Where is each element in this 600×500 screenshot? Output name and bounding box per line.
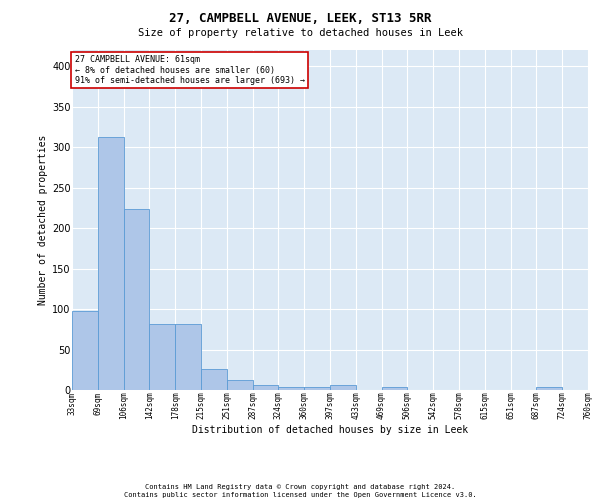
Bar — [278, 387, 304, 390]
Bar — [72, 310, 98, 390]
Bar — [98, 138, 124, 390]
Text: 27, CAMPBELL AVENUE, LEEK, ST13 5RR: 27, CAMPBELL AVENUE, LEEK, ST13 5RR — [169, 12, 431, 26]
Bar — [536, 387, 562, 390]
Bar — [382, 387, 407, 390]
Bar — [149, 324, 175, 390]
Y-axis label: Number of detached properties: Number of detached properties — [38, 135, 48, 305]
Text: 27 CAMPBELL AVENUE: 61sqm
← 8% of detached houses are smaller (60)
91% of semi-d: 27 CAMPBELL AVENUE: 61sqm ← 8% of detach… — [74, 55, 305, 85]
Text: Contains HM Land Registry data © Crown copyright and database right 2024.
Contai: Contains HM Land Registry data © Crown c… — [124, 484, 476, 498]
Bar — [201, 369, 227, 390]
Bar — [253, 385, 278, 390]
Bar — [124, 208, 149, 390]
Text: Size of property relative to detached houses in Leek: Size of property relative to detached ho… — [137, 28, 463, 38]
Bar — [304, 387, 330, 390]
Bar — [175, 324, 201, 390]
Bar — [227, 380, 253, 390]
Bar — [330, 385, 356, 390]
X-axis label: Distribution of detached houses by size in Leek: Distribution of detached houses by size … — [192, 424, 468, 434]
